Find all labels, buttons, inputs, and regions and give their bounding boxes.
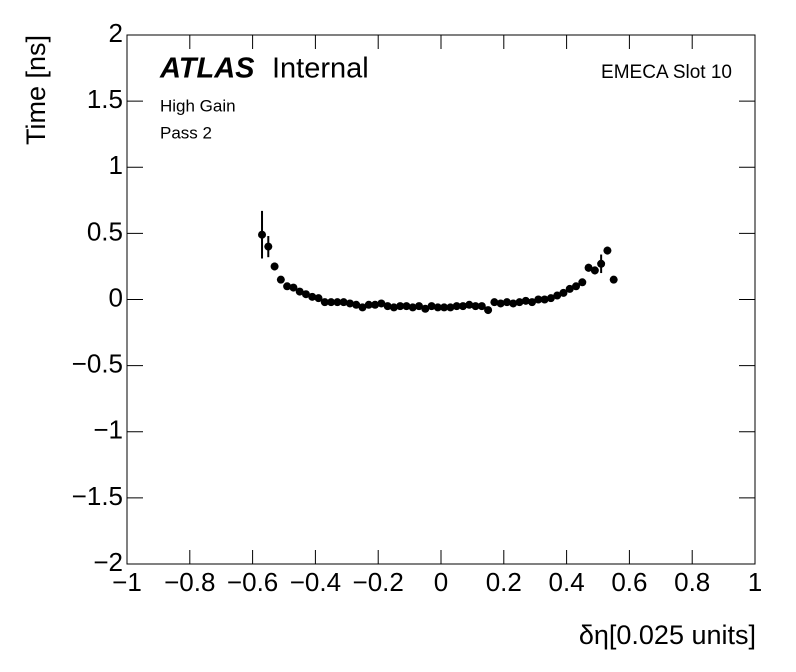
data-point	[327, 298, 336, 307]
data-point	[559, 288, 568, 297]
data-point	[383, 302, 392, 311]
x-tick-label: −0.6	[227, 567, 278, 597]
atlas-label: ATLAS	[159, 53, 255, 85]
data-point	[578, 278, 587, 287]
data-point	[264, 242, 273, 251]
data-point	[490, 298, 499, 307]
data-point	[515, 298, 524, 307]
x-tick-label: 0.4	[549, 567, 585, 597]
data-point	[553, 291, 562, 300]
y-tick-label: 0	[109, 282, 123, 312]
data-point	[546, 294, 555, 303]
x-tick-label: 0	[434, 567, 448, 597]
y-tick-label: −2	[93, 547, 123, 577]
x-tick-label: −0.2	[353, 567, 404, 597]
data-point	[377, 299, 386, 308]
data-point	[521, 296, 530, 305]
y-tick-label: 1.5	[87, 84, 123, 114]
data-point	[540, 295, 549, 304]
data-point	[502, 298, 511, 307]
data-point	[427, 302, 436, 311]
y-tick-label: 0.5	[87, 216, 123, 246]
data-point	[484, 306, 493, 315]
data-point	[371, 300, 380, 309]
data-point	[345, 299, 354, 308]
data-point	[452, 302, 461, 311]
slot-label: EMECA Slot 10	[601, 62, 732, 83]
data-point	[333, 298, 342, 307]
x-tick-label: 0.8	[674, 567, 710, 597]
data-point	[339, 298, 348, 307]
data-point	[565, 284, 574, 293]
gain-label: High Gain	[160, 96, 236, 115]
y-tick-label: −1.5	[72, 481, 123, 511]
data-point	[258, 230, 267, 239]
data-point	[458, 302, 467, 311]
data-point	[301, 290, 310, 299]
y-tick-label: −1	[93, 415, 123, 445]
x-tick-label: 0.2	[486, 567, 522, 597]
data-point	[433, 303, 442, 312]
y-tick-label: 1	[109, 150, 123, 180]
data-point	[496, 299, 505, 308]
data-point	[283, 282, 292, 291]
data-point	[603, 246, 612, 255]
data-point	[534, 295, 543, 304]
y-axis-label: Time [ns]	[21, 35, 51, 145]
data-point	[415, 302, 424, 311]
y-tick-label: −0.5	[72, 349, 123, 379]
data-point	[440, 303, 449, 312]
data-point	[609, 275, 618, 284]
data-point	[295, 287, 304, 296]
x-axis-label: δη[0.025 units]	[579, 620, 756, 650]
data-point	[572, 282, 581, 291]
data-point	[509, 299, 518, 308]
data-point	[389, 303, 398, 312]
data-point	[308, 292, 317, 301]
data-point	[528, 298, 537, 307]
data-point	[364, 300, 373, 309]
x-tick-label: 1	[748, 567, 762, 597]
data-point	[270, 262, 279, 271]
data-point	[421, 304, 430, 313]
data-point	[276, 275, 285, 284]
data-point	[408, 303, 417, 312]
data-point	[352, 300, 361, 309]
internal-label: Internal	[272, 53, 369, 85]
data-point	[402, 302, 411, 311]
data-point	[597, 259, 606, 268]
data-point	[320, 298, 329, 307]
pass-label: Pass 2	[160, 123, 212, 142]
data-point	[396, 302, 405, 311]
data-point	[584, 263, 593, 272]
data-point	[477, 302, 486, 311]
x-tick-label: −1	[112, 567, 142, 597]
x-tick-label: 0.6	[611, 567, 647, 597]
data-point	[465, 300, 474, 309]
data-point	[590, 266, 599, 275]
data-point	[446, 303, 455, 312]
data-point	[471, 302, 480, 311]
x-tick-label: −0.4	[290, 567, 341, 597]
x-tick-label: −0.8	[164, 567, 215, 597]
data-point	[289, 283, 298, 292]
data-point	[358, 303, 367, 312]
y-tick-label: 2	[109, 18, 123, 48]
data-point	[314, 294, 323, 303]
